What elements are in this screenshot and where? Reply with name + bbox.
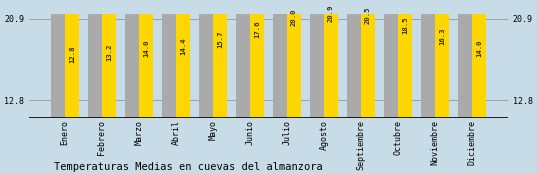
Text: 14.0: 14.0 (476, 39, 482, 57)
Bar (324, 0, 338, 118)
Bar (102, 0, 116, 118)
Bar (287, 0, 301, 118)
Text: 14.0: 14.0 (143, 39, 149, 57)
Bar (139, 0, 153, 118)
Text: 17.6: 17.6 (254, 21, 260, 38)
Bar (162, 0, 176, 118)
Bar (125, 0, 139, 118)
Bar (236, 0, 250, 118)
Bar (213, 0, 227, 118)
Bar (458, 0, 472, 118)
Text: 15.7: 15.7 (217, 30, 223, 48)
Text: 16.3: 16.3 (439, 27, 445, 45)
Bar (199, 0, 213, 118)
Bar (361, 0, 375, 118)
Bar (347, 0, 361, 118)
Bar (398, 0, 412, 118)
Text: 20.5: 20.5 (365, 6, 371, 24)
Bar (176, 0, 190, 118)
Text: 20.0: 20.0 (291, 9, 297, 26)
Text: 13.2: 13.2 (106, 43, 112, 61)
Bar (250, 0, 264, 118)
Bar (65, 0, 79, 118)
Text: 18.5: 18.5 (402, 16, 408, 34)
Bar (435, 0, 449, 118)
Bar (421, 0, 435, 118)
Bar (384, 0, 398, 118)
Bar (273, 0, 287, 118)
Bar (88, 0, 102, 118)
Text: 12.8: 12.8 (69, 45, 75, 63)
Bar (51, 0, 65, 118)
Bar (472, 0, 486, 118)
Text: Temperaturas Medias en cuevas del almanzora: Temperaturas Medias en cuevas del almanz… (54, 162, 322, 172)
Text: 14.4: 14.4 (180, 37, 186, 55)
Text: 20.9: 20.9 (328, 4, 334, 22)
Bar (310, 0, 324, 118)
